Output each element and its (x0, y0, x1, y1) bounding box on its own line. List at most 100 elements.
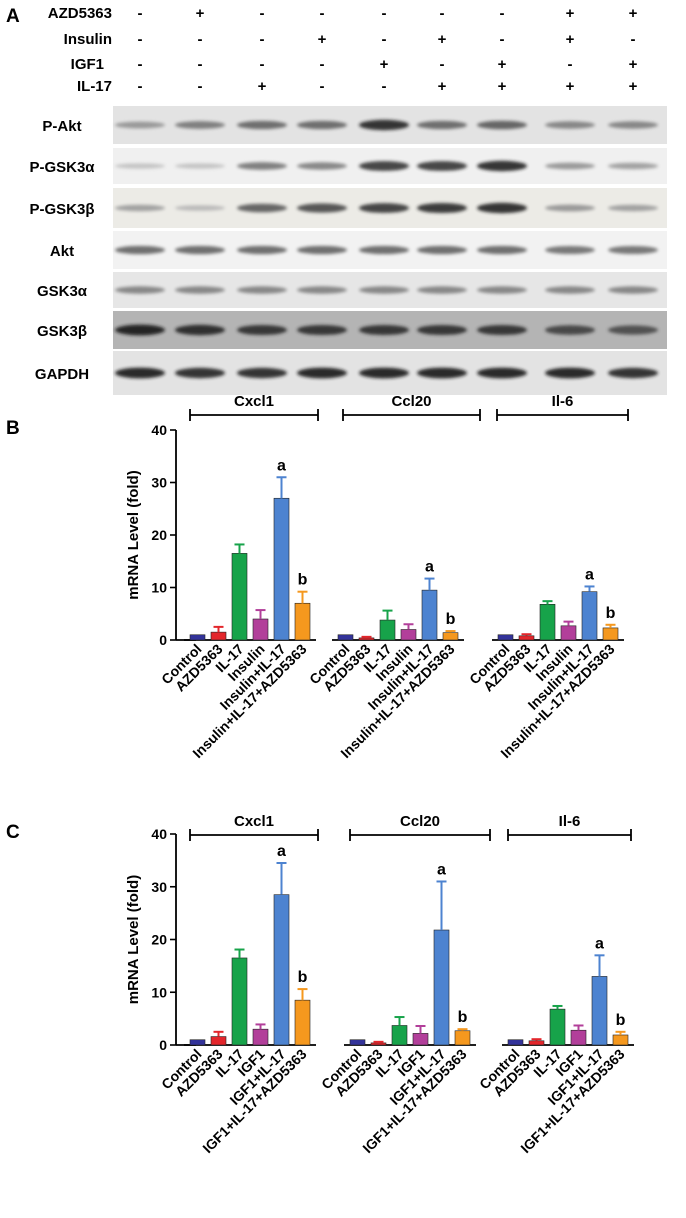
treatment-sign: - (500, 5, 505, 22)
bar (518, 635, 535, 641)
significance-label: a (277, 457, 286, 474)
bar (273, 497, 290, 641)
blot-band (608, 246, 658, 254)
significance-label: b (606, 605, 616, 622)
treatment-sign: + (438, 31, 447, 48)
treatment-sign: - (138, 78, 143, 95)
blot-band (545, 367, 595, 379)
blot-row-label: GAPDH (35, 366, 89, 383)
treatment-label: Insulin (64, 31, 112, 48)
significance-label: a (425, 559, 434, 576)
bar (612, 1034, 629, 1046)
group-label: Cxcl1 (234, 393, 274, 410)
bar (358, 637, 375, 641)
bar (273, 894, 290, 1046)
y-tick-label: 20 (151, 527, 167, 543)
blot-band (545, 246, 595, 254)
blot-band (608, 204, 658, 212)
significance-label: b (616, 1012, 626, 1029)
group-label: Il-6 (552, 393, 574, 410)
treatment-sign: - (260, 56, 265, 73)
significance-label: a (595, 935, 604, 952)
blot-band (477, 202, 527, 214)
blot-band (359, 324, 409, 336)
blot-band (297, 203, 347, 213)
blot-band (175, 245, 225, 255)
blot-band (608, 162, 658, 170)
blot-band (608, 367, 658, 379)
treatment-sign: - (568, 56, 573, 73)
blot-band (237, 245, 287, 255)
treatment-sign: - (198, 56, 203, 73)
blot-band (175, 205, 225, 211)
blot-band (297, 367, 347, 379)
blot-band (237, 367, 287, 379)
blot-band (359, 245, 409, 255)
blot-band (477, 324, 527, 336)
treatment-sign: + (566, 5, 575, 22)
bar (189, 1039, 206, 1046)
treatment-sign: - (320, 78, 325, 95)
blot-band (608, 286, 658, 294)
bar (294, 999, 311, 1046)
blot-band (417, 202, 467, 214)
bar (581, 591, 598, 641)
treatment-sign: + (566, 31, 575, 48)
treatment-sign: + (629, 5, 638, 22)
blot-band (115, 367, 165, 379)
blot-band (175, 121, 225, 129)
group-label: Cxcl1 (234, 813, 274, 830)
blot-band (477, 367, 527, 379)
blot-band (297, 162, 347, 170)
blot-band (477, 120, 527, 130)
treatment-sign: - (260, 31, 265, 48)
bar (189, 634, 206, 641)
blot-band (115, 121, 165, 129)
bar (442, 632, 459, 641)
blot-row-label: P-Akt (42, 118, 81, 135)
y-tick-label: 40 (151, 826, 167, 842)
bar (231, 553, 248, 641)
blot-band (477, 160, 527, 172)
treatment-sign: - (500, 31, 505, 48)
blot-band (237, 324, 287, 336)
blot-band (417, 367, 467, 379)
blot-band (175, 286, 225, 294)
bar (210, 1036, 227, 1046)
blot-band (477, 245, 527, 255)
treatment-sign: - (320, 5, 325, 22)
panel-letter-a: A (6, 6, 20, 27)
treatment-sign: - (631, 31, 636, 48)
panel-letter: C (6, 822, 20, 843)
bar (252, 618, 269, 641)
y-tick-label: 30 (151, 475, 167, 491)
blot-band (608, 121, 658, 129)
y-axis-label: mRNA Level (fold) (125, 875, 142, 1004)
blot-band (545, 204, 595, 212)
bar (337, 634, 354, 641)
treatment-sign: - (138, 31, 143, 48)
treatment-sign: + (196, 5, 205, 22)
treatment-sign: + (498, 78, 507, 95)
blot-band (237, 286, 287, 294)
treatment-sign: + (438, 78, 447, 95)
bar (433, 929, 450, 1046)
y-tick-label: 40 (151, 422, 167, 438)
blot-band (115, 204, 165, 212)
treatment-sign: - (198, 31, 203, 48)
blot-band (608, 325, 658, 335)
treatment-sign: + (318, 31, 327, 48)
bar (231, 957, 248, 1046)
blot-band (237, 203, 287, 213)
significance-label: b (458, 1009, 468, 1026)
blot-band (359, 161, 409, 171)
treatment-sign: - (440, 5, 445, 22)
significance-label: a (585, 566, 594, 583)
bar (560, 625, 577, 641)
treatment-sign: - (138, 56, 143, 73)
bar (497, 634, 514, 641)
blot-band (417, 120, 467, 130)
